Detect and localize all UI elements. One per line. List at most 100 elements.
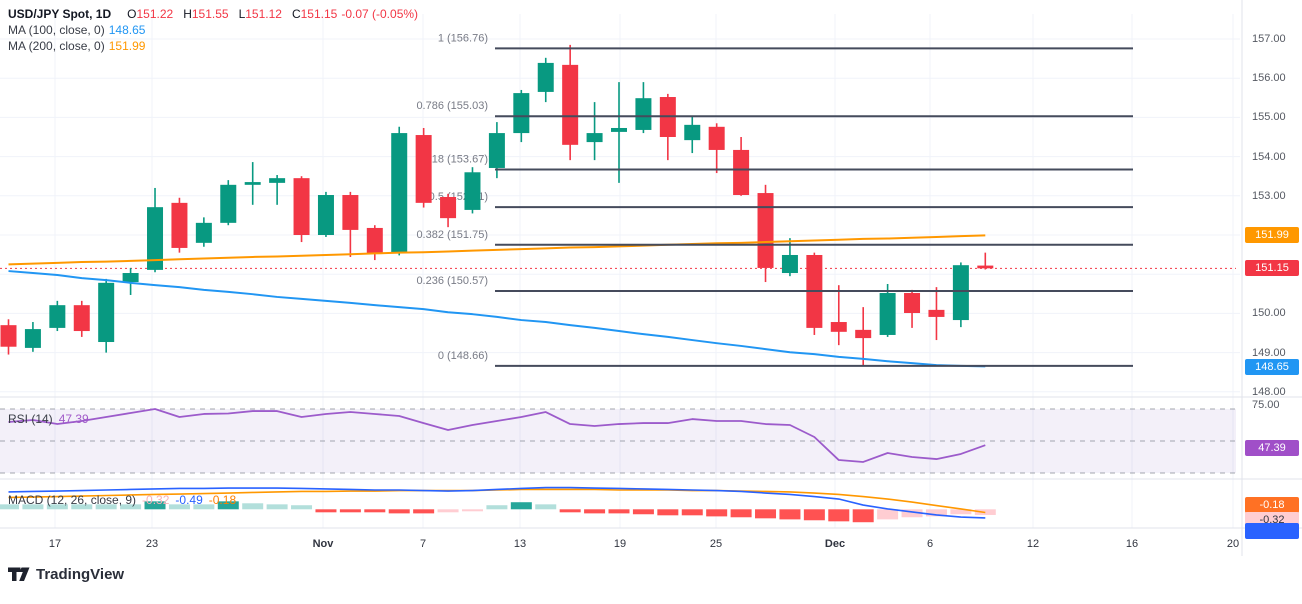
candle <box>440 193 457 228</box>
candle <box>879 284 896 337</box>
candle <box>562 44 579 161</box>
rsi-value: 47.39 <box>58 412 89 426</box>
rsi-legend[interactable]: RSI (14) 47.39 <box>8 412 89 426</box>
candle <box>830 285 847 346</box>
candle <box>98 278 115 353</box>
candle <box>366 225 383 261</box>
rsi-value-badge: 47.39 <box>1245 440 1299 456</box>
time-tick: 12 <box>1026 538 1040 550</box>
candle <box>757 184 774 283</box>
candle <box>220 180 237 226</box>
ma100-legend[interactable]: MA (100, close, 0) 148.65 <box>8 23 146 37</box>
candle <box>684 117 701 154</box>
candle <box>415 127 432 208</box>
candle <box>317 191 334 237</box>
ma200-line <box>8 234 986 266</box>
macd-hist-bar <box>901 509 923 518</box>
macd-hist-bar <box>632 509 654 515</box>
svg-text:1 (156.76): 1 (156.76) <box>438 32 488 44</box>
candle <box>537 57 554 103</box>
ma200-value: 151.99 <box>108 39 146 53</box>
tradingview-logo[interactable]: TradingView <box>8 566 124 583</box>
price-tick: 157.00 <box>1252 33 1286 45</box>
price-tick: 148.00 <box>1252 385 1286 398</box>
candle <box>611 82 627 183</box>
macd-hist-bar <box>95 504 117 510</box>
price-tick: 149.00 <box>1252 346 1286 359</box>
time-tick: 6 <box>926 538 934 550</box>
ma100-line <box>8 270 986 368</box>
macd-hist-bar <box>852 509 874 523</box>
candle <box>464 167 481 214</box>
macd-pane <box>0 486 996 523</box>
candle <box>904 289 921 328</box>
macd-hist-bar <box>925 509 947 517</box>
ma200-legend[interactable]: MA (200, close, 0) 151.99 <box>8 39 146 53</box>
time-tick: Dec <box>824 538 846 550</box>
moving-averages <box>8 234 986 368</box>
macd-hist-bar <box>779 509 801 520</box>
time-tick: 19 <box>613 538 627 550</box>
price-axis[interactable]: 157.00 156.00 155.00 154.00 153.00 150.00 149.… <box>1244 0 1302 556</box>
candle <box>195 217 212 247</box>
macd-hist-bar <box>242 503 264 510</box>
candle <box>952 262 969 328</box>
macd-hist-bar <box>217 501 239 510</box>
macd-line-value: -0.49 <box>175 493 203 507</box>
candle <box>733 137 750 196</box>
candle <box>806 252 823 335</box>
macd-hist-bar <box>71 504 93 510</box>
candle <box>244 162 261 205</box>
macd-hist-bar <box>388 509 410 514</box>
price-tick: 153.00 <box>1252 189 1286 202</box>
price-tick: 156.00 <box>1252 72 1286 85</box>
time-tick: 7 <box>419 538 427 550</box>
macd-hist-bar <box>510 502 532 510</box>
tradingview-icon <box>8 567 30 581</box>
last-price-badge: 151.15 <box>1245 260 1299 276</box>
candle <box>391 126 408 256</box>
macd-hist-bar <box>0 504 19 510</box>
macd-hist-bar <box>315 509 337 513</box>
macd-hist-bar <box>193 504 215 510</box>
pane-separators <box>0 0 1302 556</box>
macd-legend[interactable]: MACD (12, 26, close, 9) -0.32 -0.49 -0.1… <box>8 493 237 507</box>
macd-hist-bar <box>22 504 44 510</box>
macd-hist-bar <box>608 509 630 514</box>
time-tick: 20 <box>1226 538 1240 550</box>
candle <box>977 252 994 270</box>
macd-hist-bar <box>461 509 483 512</box>
candle <box>855 307 872 367</box>
macd-signal-value: -0.18 <box>208 493 237 507</box>
candle <box>659 93 676 161</box>
time-tick: 16 <box>1125 538 1139 550</box>
ohlc-open: O151.22 <box>127 7 174 21</box>
time-tick: 17 <box>48 538 62 550</box>
macd-hist-bar <box>803 509 825 521</box>
macd-hist-bar <box>46 504 68 510</box>
macd-hist-bar <box>730 509 752 518</box>
macd-hist-bar <box>657 509 679 516</box>
macd-hist-bar <box>584 509 606 514</box>
symbol-title[interactable]: USD/JPY Spot, 1D <box>8 7 112 21</box>
grid-lines <box>0 14 1240 528</box>
candle <box>269 175 286 205</box>
fib-lines <box>495 47 1133 367</box>
price-tick: 154.00 <box>1252 150 1286 163</box>
rsi-pane <box>0 408 1236 474</box>
macd-hist-bar <box>339 509 361 513</box>
macd-hist-bar <box>828 509 850 522</box>
time-axis[interactable]: 17 23 Nov 7 13 19 25 Dec 6 12 16 20 <box>0 534 1240 554</box>
time-tick: 13 <box>513 538 527 550</box>
svg-text:0.618 (153.67): 0.618 (153.67) <box>416 154 488 166</box>
svg-text:0.786 (155.03): 0.786 (155.03) <box>416 100 488 112</box>
ohlc-high: H151.55 <box>183 7 229 21</box>
candle <box>24 322 41 352</box>
svg-text:0 (148.66): 0 (148.66) <box>438 350 488 362</box>
macd-hist-bar <box>755 509 777 519</box>
macd-hist-bar <box>413 509 435 514</box>
rsi-scale-tick: 75.00 <box>1252 399 1280 411</box>
macd-hist-bar <box>120 504 142 510</box>
